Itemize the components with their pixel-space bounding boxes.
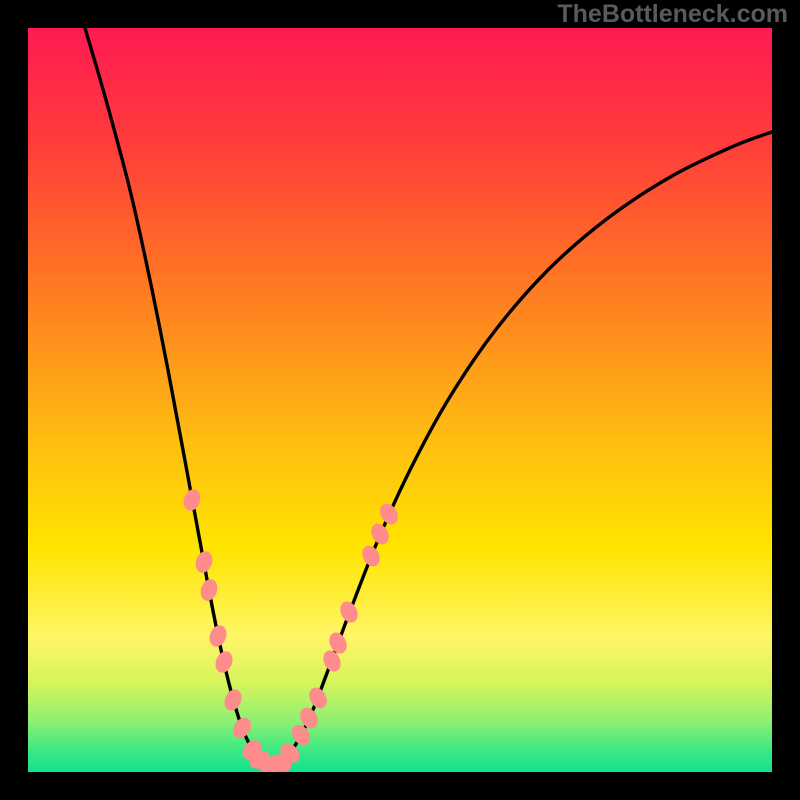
bottleneck-chart — [0, 0, 800, 800]
chart-frame: TheBottleneck.com — [0, 0, 800, 800]
plot-background — [28, 28, 772, 772]
